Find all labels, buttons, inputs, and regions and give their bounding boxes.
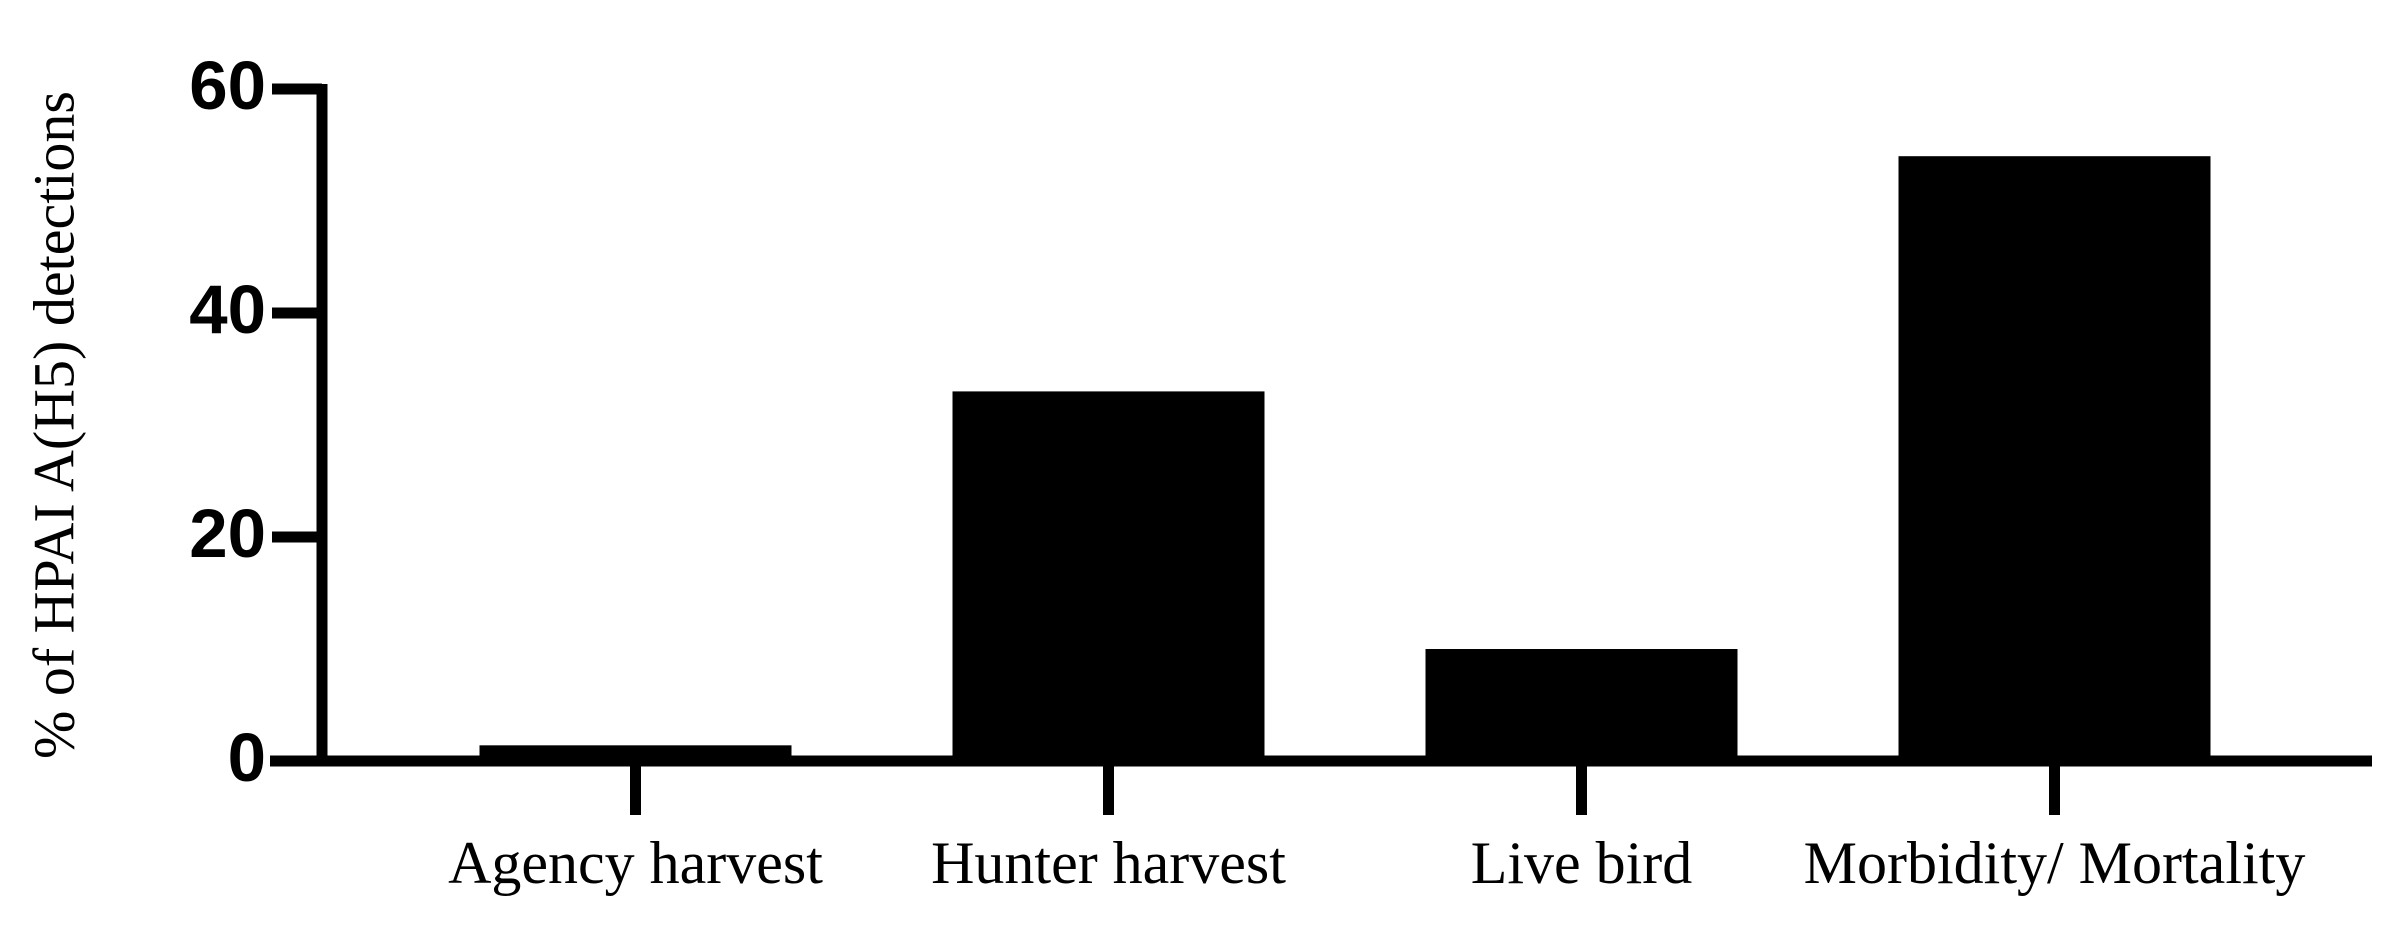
x-tick-label: Agency harvest <box>448 830 823 896</box>
y-tick-label: 60 <box>189 47 266 124</box>
y-tick-label: 40 <box>189 271 266 348</box>
bar <box>952 391 1265 761</box>
y-tick-label: 0 <box>228 719 266 796</box>
x-tick-label: Hunter harvest <box>931 830 1286 896</box>
y-tick-label: 20 <box>189 495 266 572</box>
y-axis-label: % of HPAI A(H5) detections <box>21 91 86 759</box>
bar <box>1425 649 1738 761</box>
bar <box>1898 156 2211 761</box>
x-tick-label: Morbidity/ Mortality <box>1804 830 2306 896</box>
x-tick-label: Live bird <box>1471 830 1693 896</box>
